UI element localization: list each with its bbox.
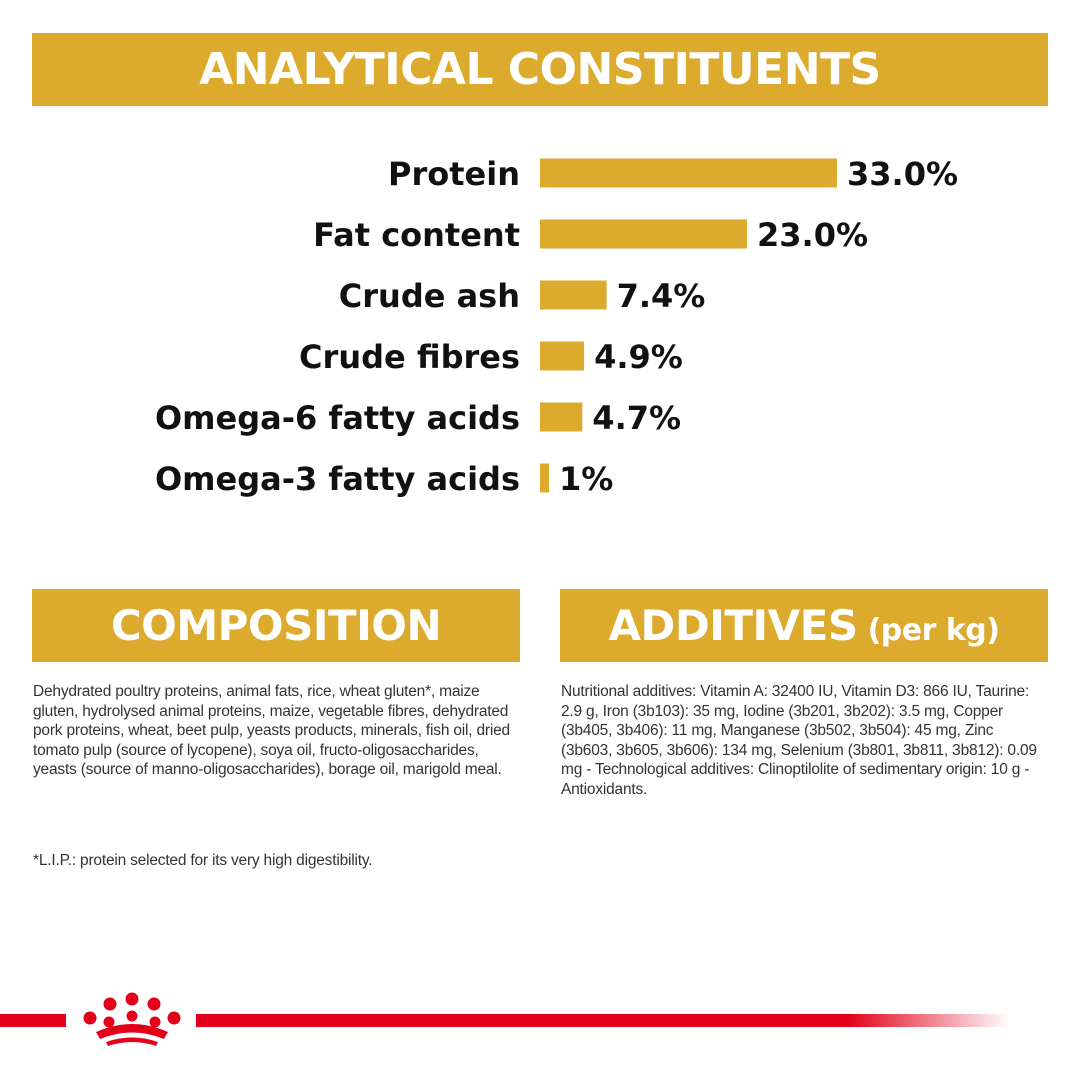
additives-title: ADDITIVES (per kg) (608, 601, 1000, 650)
bar (540, 463, 549, 493)
value-label: 4.7% (592, 399, 681, 437)
value-label: 33.0% (847, 155, 958, 193)
bar (540, 158, 837, 188)
composition-header: COMPOSITION (32, 589, 520, 662)
footer-red-line-left (0, 1014, 66, 1027)
value-label: 4.9% (594, 338, 683, 376)
bar (540, 341, 585, 371)
category-label: Omega-6 fatty acids (155, 399, 520, 437)
additives-title-main: ADDITIVES (608, 601, 858, 650)
footer-red-line-right (196, 1014, 1010, 1027)
category-label: Crude ash (339, 277, 520, 315)
bar (540, 219, 747, 249)
category-label: Crude fibres (299, 338, 520, 376)
royal-canin-crown-icon (83, 992, 181, 1046)
category-label: Protein (388, 155, 520, 193)
composition-text: Dehydrated poultry proteins, animal fats… (33, 683, 510, 778)
value-label: 23.0% (757, 216, 868, 254)
value-label: 1% (559, 460, 613, 498)
composition-title: COMPOSITION (110, 601, 442, 650)
analytical-constituents-title: ANALYTICAL CONSTITUENTS (199, 44, 881, 95)
value-label: 7.4% (617, 277, 706, 315)
additives-text: Nutritional additives: Vitamin A: 32400 … (561, 683, 1037, 798)
additives-title-sub: (per kg) (867, 613, 1000, 648)
category-label: Fat content (313, 216, 520, 254)
bar (540, 402, 583, 432)
analytical-constituents-header: ANALYTICAL CONSTITUENTS (32, 33, 1048, 106)
analytical-constituents-chart: Protein 33.0% Fat content 23.0% Crude ash 7.4… (155, 155, 958, 498)
lip-footnote: *L.I.P.: protein selected for its very h… (33, 852, 373, 869)
bar (540, 280, 607, 310)
additives-header: ADDITIVES (per kg) (560, 589, 1048, 662)
category-label: Omega-3 fatty acids (155, 460, 520, 498)
